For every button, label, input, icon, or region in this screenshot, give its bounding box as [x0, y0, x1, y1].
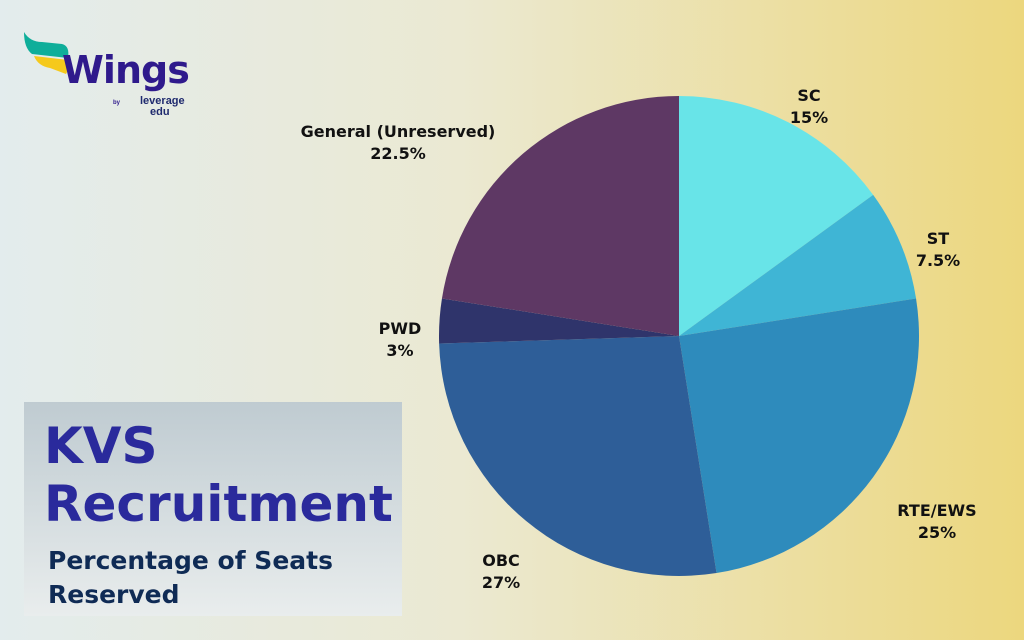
logo-wordmark: Wings [62, 48, 190, 92]
wings-logo: Wings by leverage edu [22, 30, 192, 125]
logo-brand-line1: leverage [140, 95, 185, 107]
slice-label-name: SC [797, 86, 821, 105]
pie-slice-rte-ews [679, 298, 920, 574]
slice-label-value: 27% [481, 573, 521, 592]
slice-label-name: OBC [482, 551, 520, 570]
slice-label: ST 7.5% [916, 228, 960, 272]
slice-label-name: RTE/EWS [897, 501, 977, 520]
slice-label-value: 7.5% [915, 251, 961, 270]
pie-slice-st [679, 194, 917, 336]
pie-slice-pwd [439, 298, 679, 344]
logo-brand: leverage edu [140, 96, 185, 118]
slice-label-name: PWD [378, 319, 422, 338]
pie-slice-general-unreserved [441, 96, 679, 336]
slice-label: RTE/EWS 25% [897, 500, 976, 544]
logo-by: by [113, 100, 121, 106]
slice-label-value: 22.5% [370, 144, 426, 163]
logo-brand-line2: edu [150, 106, 170, 118]
slice-label-value: 15% [789, 108, 829, 127]
slice-label: OBC 27% [482, 550, 520, 594]
slice-label-name: General (Unreserved) [300, 122, 496, 141]
pie-slice-obc [439, 336, 717, 576]
slice-label-name: ST [926, 229, 950, 248]
title-line2: Recruitment [44, 475, 393, 533]
slice-label: PWD 3% [379, 318, 422, 362]
title-line1: KVS [44, 417, 158, 475]
wings-logo-mark [24, 32, 69, 74]
pie-slice-sc [679, 96, 874, 336]
subtitle: Percentage of Seats Reserved [48, 546, 333, 609]
slice-label: SC 15% [790, 85, 828, 129]
slice-label-value: 25% [917, 523, 957, 542]
slice-label-value: 3% [386, 341, 414, 360]
title-box: KVS Recruitment Percentage of Seats Rese… [24, 402, 402, 616]
slice-label: General (Unreserved) 22.5% [301, 121, 496, 165]
